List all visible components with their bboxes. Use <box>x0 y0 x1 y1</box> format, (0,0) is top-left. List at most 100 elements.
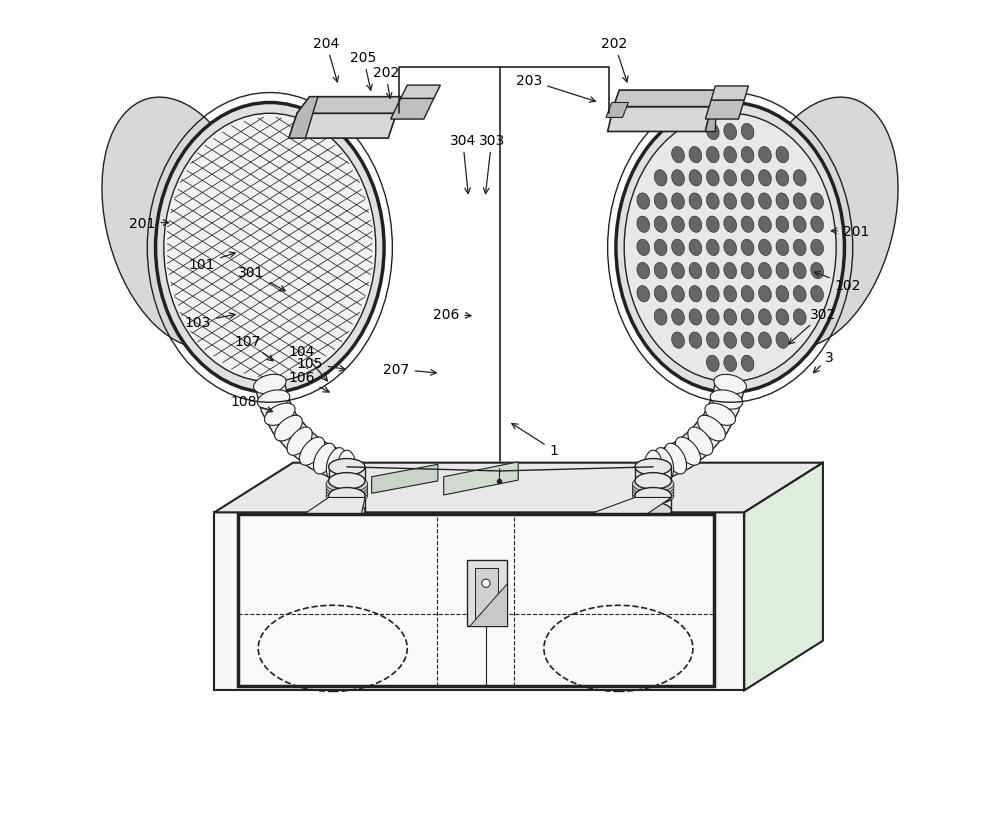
Polygon shape <box>608 108 711 132</box>
Ellipse shape <box>689 147 702 164</box>
Text: 303: 303 <box>479 134 505 194</box>
Ellipse shape <box>329 503 365 519</box>
Ellipse shape <box>724 332 737 349</box>
Ellipse shape <box>482 580 490 588</box>
Ellipse shape <box>672 332 684 349</box>
Text: 202: 202 <box>373 66 399 99</box>
Ellipse shape <box>689 309 702 326</box>
Ellipse shape <box>706 124 719 141</box>
Ellipse shape <box>741 356 754 372</box>
Ellipse shape <box>654 194 667 210</box>
Ellipse shape <box>706 194 719 210</box>
Text: 3: 3 <box>813 351 834 373</box>
Ellipse shape <box>698 416 725 442</box>
Ellipse shape <box>793 194 806 210</box>
Ellipse shape <box>637 194 650 210</box>
Polygon shape <box>705 101 744 120</box>
Polygon shape <box>372 465 438 494</box>
Ellipse shape <box>706 147 719 164</box>
Ellipse shape <box>313 443 335 475</box>
Ellipse shape <box>811 194 823 210</box>
Ellipse shape <box>724 217 737 233</box>
Ellipse shape <box>759 240 771 256</box>
Text: 204: 204 <box>313 37 339 83</box>
Text: 102: 102 <box>814 272 861 292</box>
Ellipse shape <box>635 473 671 490</box>
Ellipse shape <box>326 479 368 495</box>
Ellipse shape <box>329 488 365 504</box>
Ellipse shape <box>287 428 312 456</box>
Polygon shape <box>467 561 507 627</box>
Ellipse shape <box>811 240 823 256</box>
Ellipse shape <box>654 309 667 326</box>
Ellipse shape <box>724 170 737 187</box>
Ellipse shape <box>759 309 771 326</box>
Polygon shape <box>214 463 823 513</box>
Ellipse shape <box>326 485 368 501</box>
Ellipse shape <box>793 240 806 256</box>
Text: 301: 301 <box>238 266 285 292</box>
Ellipse shape <box>793 286 806 303</box>
Ellipse shape <box>776 147 789 164</box>
Polygon shape <box>606 103 628 118</box>
Polygon shape <box>469 584 507 627</box>
Ellipse shape <box>654 217 667 233</box>
Ellipse shape <box>689 286 702 303</box>
Ellipse shape <box>689 240 702 256</box>
Ellipse shape <box>637 240 650 256</box>
Ellipse shape <box>811 217 823 233</box>
Ellipse shape <box>637 263 650 280</box>
Ellipse shape <box>706 286 719 303</box>
Ellipse shape <box>637 286 650 303</box>
Ellipse shape <box>326 448 346 480</box>
Ellipse shape <box>759 332 771 349</box>
Ellipse shape <box>326 488 368 504</box>
Ellipse shape <box>724 309 737 326</box>
Ellipse shape <box>654 448 674 480</box>
Polygon shape <box>711 87 748 101</box>
Ellipse shape <box>672 240 684 256</box>
Ellipse shape <box>635 459 671 476</box>
Ellipse shape <box>793 263 806 280</box>
Ellipse shape <box>672 286 684 303</box>
Text: 104: 104 <box>288 345 328 381</box>
Text: 107: 107 <box>234 335 273 361</box>
Polygon shape <box>289 114 396 139</box>
Ellipse shape <box>706 217 719 233</box>
Ellipse shape <box>635 503 671 519</box>
Ellipse shape <box>776 240 789 256</box>
Polygon shape <box>744 463 823 691</box>
Ellipse shape <box>776 309 789 326</box>
Text: 207: 207 <box>383 363 436 376</box>
Ellipse shape <box>675 437 701 466</box>
Ellipse shape <box>759 147 771 164</box>
Ellipse shape <box>741 263 754 280</box>
Text: 105: 105 <box>296 357 345 371</box>
Text: 106: 106 <box>288 371 329 393</box>
Ellipse shape <box>759 194 771 210</box>
Ellipse shape <box>632 482 674 499</box>
Ellipse shape <box>632 488 674 504</box>
Text: 206: 206 <box>433 308 471 321</box>
Ellipse shape <box>706 309 719 326</box>
Ellipse shape <box>326 476 368 493</box>
Ellipse shape <box>689 332 702 349</box>
Ellipse shape <box>635 488 671 504</box>
Ellipse shape <box>665 443 687 475</box>
Ellipse shape <box>811 286 823 303</box>
Text: 304: 304 <box>450 134 476 194</box>
Ellipse shape <box>264 404 295 426</box>
Ellipse shape <box>329 473 365 490</box>
Ellipse shape <box>654 240 667 256</box>
Ellipse shape <box>632 479 674 495</box>
Ellipse shape <box>759 170 771 187</box>
Text: 103: 103 <box>185 313 235 329</box>
Ellipse shape <box>254 375 286 394</box>
Polygon shape <box>401 86 440 99</box>
Ellipse shape <box>164 114 376 382</box>
Ellipse shape <box>689 217 702 233</box>
Ellipse shape <box>329 459 365 476</box>
Text: 302: 302 <box>789 308 836 345</box>
Ellipse shape <box>724 240 737 256</box>
Ellipse shape <box>637 217 650 233</box>
